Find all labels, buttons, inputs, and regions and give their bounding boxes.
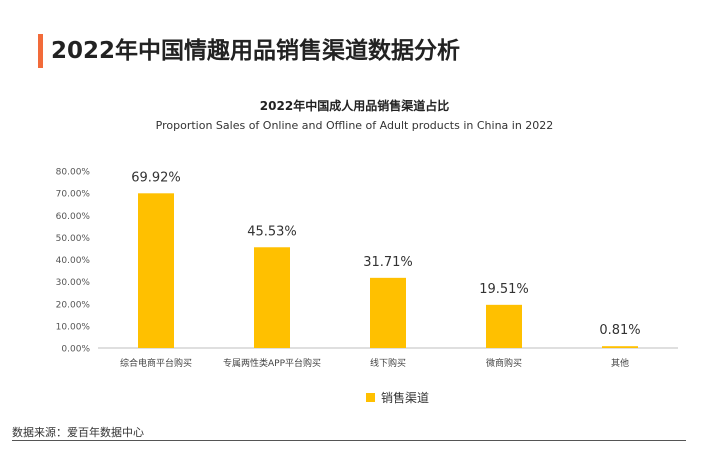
title-accent-bar — [38, 34, 43, 68]
y-tick-label: 30.00% — [56, 278, 91, 288]
legend: 销售渠道 — [366, 389, 429, 405]
x-tick-label: 其他 — [611, 357, 629, 369]
x-tick-label: 专属两性类APP平台购买 — [223, 357, 321, 369]
chart-title: 2022年中国成人用品销售渠道占比 — [259, 99, 450, 113]
chart-subtitle: Proportion Sales of Online and Offline o… — [155, 119, 554, 132]
data-label: 19.51% — [479, 282, 529, 297]
y-tick-label: 40.00% — [56, 256, 91, 266]
y-tick-label: 80.00% — [56, 168, 91, 178]
data-source: 数据来源：爱百年数据中心 — [12, 426, 144, 439]
legend-swatch — [366, 392, 375, 402]
bar — [254, 247, 290, 348]
bar — [602, 346, 638, 348]
y-tick-label: 70.00% — [56, 190, 91, 200]
y-tick-label: 0.00% — [61, 345, 90, 355]
data-label: 69.92% — [131, 170, 181, 185]
bar — [370, 277, 406, 348]
y-tick-label: 50.00% — [56, 234, 91, 244]
x-tick-label: 微商购买 — [486, 357, 522, 369]
y-tick-label: 60.00% — [56, 212, 91, 222]
page-title: 2022年中国情趣用品销售渠道数据分析 — [51, 38, 461, 64]
x-tick-label: 综合电商平台购买 — [120, 357, 192, 369]
data-label: 45.53% — [247, 224, 297, 239]
source-divider — [12, 440, 686, 441]
y-tick-label: 20.00% — [56, 300, 91, 310]
legend-label: 销售渠道 — [381, 390, 430, 405]
data-label: 31.71% — [363, 255, 413, 270]
bar — [138, 193, 174, 348]
data-label: 0.81% — [599, 323, 640, 338]
x-tick-label: 线下购买 — [370, 357, 406, 369]
bar — [486, 304, 522, 348]
y-tick-label: 10.00% — [56, 322, 91, 332]
